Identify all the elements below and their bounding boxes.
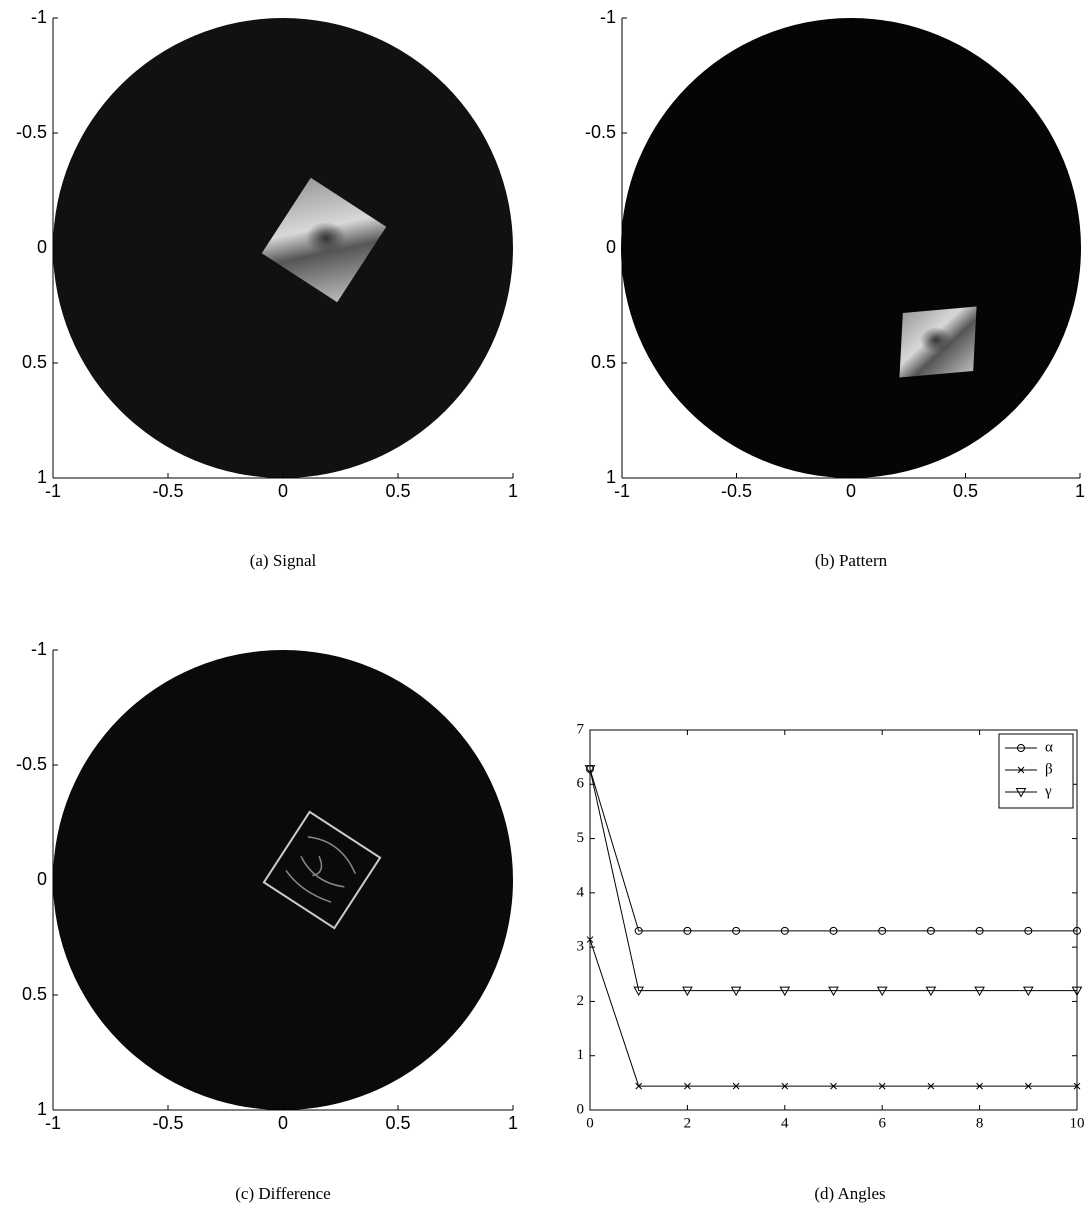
y-tick-label: -0.5: [16, 754, 47, 774]
series-line: [590, 940, 1077, 1087]
y-tick-label: 5: [577, 830, 585, 846]
x-tick-label: 1: [1075, 481, 1085, 501]
legend-box: [999, 734, 1073, 808]
y-tick-label: -1: [31, 7, 47, 27]
x-tick-label: -1: [45, 1113, 61, 1133]
x-tick-label: -0.5: [721, 481, 752, 501]
x-tick-label: 1: [508, 481, 518, 501]
y-tick-label: 0.5: [22, 352, 47, 372]
x-tick-label: 0: [846, 481, 856, 501]
y-tick-label: 0: [37, 869, 47, 889]
x-tick-label: 10: [1070, 1115, 1085, 1131]
x-tick-label: -1: [45, 481, 61, 501]
y-tick-label: 0: [37, 237, 47, 257]
y-tick-label: -1: [600, 7, 616, 27]
x-tick-label: 0: [278, 481, 288, 501]
y-tick-label: 0.5: [22, 984, 47, 1004]
legend-label: α: [1045, 739, 1053, 755]
y-tick-label: -0.5: [585, 122, 616, 142]
y-tick-label: 0: [606, 237, 616, 257]
x-tick-label: 1: [508, 1113, 518, 1133]
x-tick-label: 0: [586, 1115, 594, 1131]
image-a: [53, 18, 513, 478]
page: {"chart_data": [ {"type": "image", "capt…: [0, 0, 1091, 1210]
x-tick-label: 6: [878, 1115, 886, 1131]
x-tick-label: 8: [976, 1115, 984, 1131]
caption: (c) Difference: [235, 1184, 330, 1203]
image-b: [621, 18, 1081, 478]
x-tick-label: 4: [781, 1115, 789, 1131]
x-tick-label: 0: [278, 1113, 288, 1133]
x-tick-label: 2: [684, 1115, 692, 1131]
y-tick-label: 1: [577, 1047, 585, 1063]
y-tick-label: 3: [577, 939, 585, 955]
legend-label: γ: [1044, 783, 1052, 799]
y-tick-label: 4: [577, 884, 585, 900]
caption: (b) Pattern: [815, 551, 888, 570]
caption: (a) Signal: [250, 551, 317, 570]
x-tick-label: 0.5: [385, 481, 410, 501]
y-tick-label: 2: [577, 993, 585, 1009]
caption: (d) Angles: [814, 1184, 885, 1203]
figure: (a) Signal -1 -0.5 0 0.5 1 -1 -0.5 0 0.5 1 (b) Patt…: [0, 0, 1091, 1210]
y-tick-label: 0.5: [591, 352, 616, 372]
legend-label: β: [1045, 761, 1053, 777]
y-tick-label: -0.5: [16, 122, 47, 142]
x-tick-label: 0.5: [385, 1113, 410, 1133]
y-tick-label: 0: [577, 1101, 585, 1117]
y-tick-label: -1: [31, 639, 47, 659]
image-c: [53, 650, 513, 1110]
y-tick-label: 7: [577, 721, 585, 737]
x-tick-label: -0.5: [152, 481, 183, 501]
x-tick-label: 0.5: [953, 481, 978, 501]
x-tick-label: -0.5: [152, 1113, 183, 1133]
y-tick-label: 6: [577, 776, 585, 792]
x-tick-label: -1: [614, 481, 630, 501]
